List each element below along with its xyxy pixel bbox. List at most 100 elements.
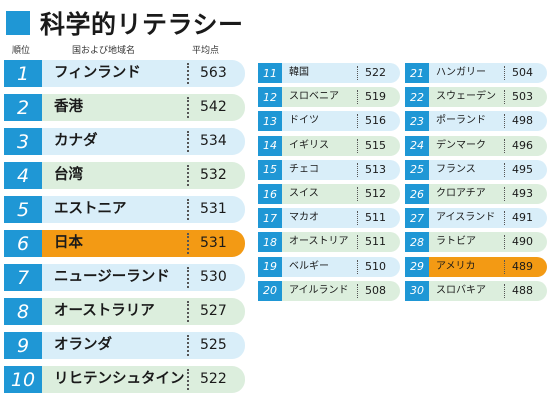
country-name: 韓国 bbox=[289, 67, 309, 78]
rank-badge: 7 bbox=[4, 264, 42, 291]
score-value: 522 bbox=[200, 371, 227, 387]
title-bar: 科学的リテラシー bbox=[6, 8, 244, 39]
country-name: ポーランド bbox=[436, 115, 486, 127]
score-value: 512 bbox=[365, 187, 386, 200]
country-name: ニュージーランド bbox=[54, 269, 170, 285]
ranking-row: 12 スロベニア 519 bbox=[258, 87, 400, 108]
dotted-divider bbox=[504, 211, 505, 226]
ranking-row: 20 アイルランド 508 bbox=[258, 280, 400, 301]
country-name: 日本 bbox=[54, 235, 83, 251]
score-value: 498 bbox=[512, 114, 533, 128]
column-headers: 順位 国および地域名 平均点 bbox=[0, 43, 250, 57]
country-name: ベルギー bbox=[289, 260, 329, 272]
score-value: 542 bbox=[200, 99, 227, 115]
rank-badge: 16 bbox=[258, 184, 282, 204]
country-name: アイスランド bbox=[436, 212, 496, 224]
country-name: リヒテンシュタイン bbox=[54, 371, 185, 387]
dotted-divider bbox=[187, 335, 189, 356]
rank-badge: 2 bbox=[4, 94, 42, 121]
country-name: オランダ bbox=[54, 337, 112, 353]
score-value: 515 bbox=[365, 138, 386, 152]
rank-badge: 8 bbox=[4, 298, 42, 325]
dotted-divider bbox=[357, 235, 358, 250]
score-value: 563 bbox=[200, 65, 227, 81]
rank-badge: 30 bbox=[405, 280, 429, 301]
rank-badge: 29 bbox=[405, 256, 429, 277]
score-value: 511 bbox=[365, 235, 386, 249]
dotted-divider bbox=[357, 211, 358, 226]
dotted-divider bbox=[504, 283, 505, 298]
score-value: 516 bbox=[365, 114, 386, 128]
ranking-row: 8 オーストラリア 527 bbox=[4, 298, 245, 325]
rank-badge: 1 bbox=[4, 60, 42, 87]
dotted-divider bbox=[504, 138, 505, 153]
rank-badge: 10 bbox=[4, 366, 42, 393]
country-name: カナダ bbox=[54, 133, 98, 149]
country-name: マカオ bbox=[289, 212, 319, 224]
score-value: 493 bbox=[512, 187, 533, 200]
ranking-row: 29 アメリカ 489 bbox=[405, 256, 547, 277]
score-value: 522 bbox=[365, 66, 386, 79]
rank-badge: 18 bbox=[258, 232, 282, 253]
country-name: エストニア bbox=[54, 201, 127, 217]
dotted-divider bbox=[357, 162, 358, 177]
country-name: 台湾 bbox=[54, 167, 83, 183]
rank-badge: 27 bbox=[405, 208, 429, 229]
rank-badge: 3 bbox=[4, 128, 42, 155]
rank-badge: 24 bbox=[405, 135, 429, 156]
dotted-divider bbox=[357, 187, 358, 201]
ranking-row: 10 リヒテンシュタイン 522 bbox=[4, 366, 245, 393]
country-name: 香港 bbox=[54, 99, 83, 115]
ranking-row: 13 ドイツ 516 bbox=[258, 111, 400, 132]
score-value: 534 bbox=[200, 133, 227, 149]
score-value: 531 bbox=[200, 235, 227, 251]
dotted-divider bbox=[357, 66, 358, 80]
score-value: 491 bbox=[512, 211, 533, 225]
ranking-row: 21 ハンガリー 504 bbox=[405, 63, 547, 83]
rank-badge: 11 bbox=[258, 63, 282, 83]
ranking-row: 6 日本 531 bbox=[4, 230, 245, 257]
country-name: スウェーデン bbox=[436, 91, 496, 103]
rank-badge: 22 bbox=[405, 87, 429, 108]
ranking-row: 3 カナダ 534 bbox=[4, 128, 245, 155]
ranking-row: 17 マカオ 511 bbox=[258, 208, 400, 229]
score-value: 511 bbox=[365, 211, 386, 225]
dotted-divider bbox=[504, 66, 505, 80]
score-value: 496 bbox=[512, 138, 533, 152]
rank-badge: 6 bbox=[4, 230, 42, 257]
dotted-divider bbox=[357, 259, 358, 274]
dotted-divider bbox=[504, 90, 505, 105]
dotted-divider bbox=[187, 131, 189, 152]
country-name: ハンガリー bbox=[436, 67, 486, 78]
ranking-row: 30 スロバキア 488 bbox=[405, 280, 547, 301]
dotted-divider bbox=[187, 97, 189, 118]
dotted-divider bbox=[187, 63, 189, 84]
country-name: アイルランド bbox=[289, 284, 349, 296]
country-name: オーストリア bbox=[289, 236, 349, 248]
country-name: チェコ bbox=[289, 163, 319, 175]
dotted-divider bbox=[504, 187, 505, 201]
rank-badge: 25 bbox=[405, 159, 429, 180]
country-name: オーストラリア bbox=[54, 303, 155, 319]
ranking-row: 5 エストニア 531 bbox=[4, 196, 245, 223]
country-name: フィンランド bbox=[54, 65, 141, 81]
ranking-row: 15 チェコ 513 bbox=[258, 159, 400, 180]
score-value: 527 bbox=[200, 303, 227, 319]
rank-badge: 28 bbox=[405, 232, 429, 253]
score-value: 519 bbox=[365, 90, 386, 104]
ranking-row: 25 フランス 495 bbox=[405, 159, 547, 180]
rank-badge: 26 bbox=[405, 184, 429, 204]
dotted-divider bbox=[357, 114, 358, 129]
ranking-row: 4 台湾 532 bbox=[4, 162, 245, 189]
rank-badge: 15 bbox=[258, 159, 282, 180]
country-name: アメリカ bbox=[436, 260, 476, 272]
rank-badge: 5 bbox=[4, 196, 42, 223]
dotted-divider bbox=[504, 114, 505, 129]
dotted-divider bbox=[187, 369, 189, 390]
score-value: 525 bbox=[200, 337, 227, 353]
header-score: 平均点 bbox=[192, 46, 220, 56]
ranking-row: 1 フィンランド 563 bbox=[4, 60, 245, 87]
ranking-row: 7 ニュージーランド 530 bbox=[4, 264, 245, 291]
country-name: スロベニア bbox=[289, 91, 339, 103]
header-country: 国および地域名 bbox=[72, 46, 136, 56]
